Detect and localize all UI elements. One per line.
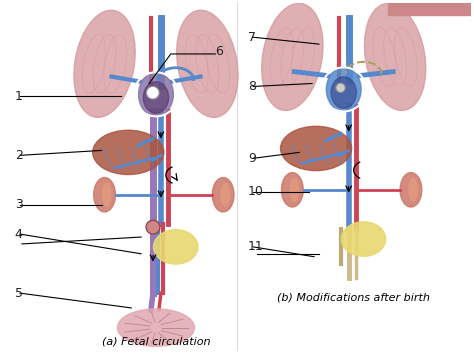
Text: 4: 4 — [15, 228, 22, 241]
Ellipse shape — [212, 177, 234, 212]
Circle shape — [146, 220, 160, 234]
Circle shape — [146, 86, 159, 99]
Text: 5: 5 — [15, 287, 23, 299]
Ellipse shape — [400, 172, 422, 207]
Ellipse shape — [281, 126, 352, 171]
Text: 1: 1 — [15, 90, 22, 103]
Ellipse shape — [102, 183, 112, 207]
Ellipse shape — [143, 82, 169, 113]
Ellipse shape — [94, 177, 116, 212]
Ellipse shape — [408, 178, 418, 202]
Text: (b) Modifications after birth: (b) Modifications after birth — [277, 293, 430, 303]
Text: 9: 9 — [248, 152, 256, 165]
Text: 10: 10 — [248, 185, 264, 198]
Ellipse shape — [365, 3, 426, 110]
Ellipse shape — [290, 178, 300, 202]
Ellipse shape — [220, 183, 230, 207]
Ellipse shape — [118, 309, 194, 346]
Text: 8: 8 — [248, 80, 256, 93]
Ellipse shape — [282, 172, 303, 207]
Text: 7: 7 — [248, 31, 256, 44]
Ellipse shape — [74, 10, 135, 118]
Ellipse shape — [138, 72, 173, 116]
Text: (a) Fetal circulation: (a) Fetal circulation — [102, 336, 210, 346]
Text: 11: 11 — [248, 240, 264, 253]
Ellipse shape — [341, 222, 386, 256]
Text: 2: 2 — [15, 149, 22, 162]
Text: 6: 6 — [215, 46, 223, 58]
Ellipse shape — [177, 10, 238, 118]
Ellipse shape — [331, 77, 356, 108]
Text: 3: 3 — [15, 198, 22, 211]
Ellipse shape — [93, 130, 164, 175]
Ellipse shape — [326, 67, 361, 112]
Circle shape — [336, 83, 346, 92]
Bar — [388, 3, 471, 15]
Ellipse shape — [154, 230, 198, 264]
Ellipse shape — [262, 3, 323, 110]
